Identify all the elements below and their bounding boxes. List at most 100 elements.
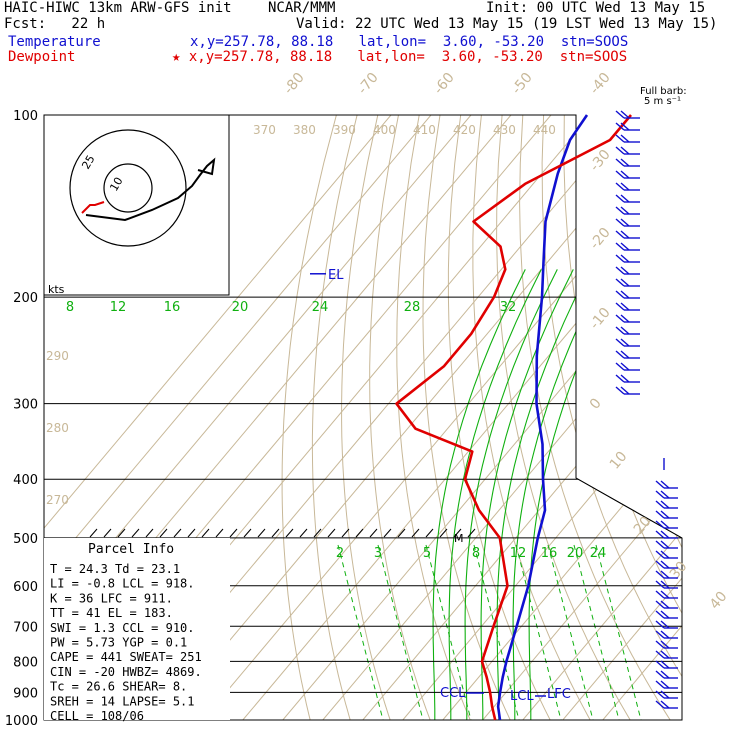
wind-barb-flag: [655, 600, 665, 609]
wind-barbs: [615, 110, 678, 709]
wind-barb-flag: [660, 580, 670, 589]
parcel-info-row: Tc = 26.6 SHEAR= 8.: [50, 680, 187, 694]
wind-barb-flag: [660, 610, 670, 619]
hodograph-ring-label: 10: [107, 175, 125, 194]
dry-adiabat-line: [472, 115, 591, 720]
moist-adiabat-label: 28: [404, 300, 421, 315]
wind-barb-flag: [620, 122, 630, 131]
isotherm-label: -70: [355, 70, 382, 98]
hodograph: 25 10 kts: [43, 114, 230, 296]
hatch-mark: [257, 528, 266, 538]
hatch-mark: [355, 528, 364, 538]
wind-barb-flag: [620, 170, 630, 179]
theta-label: 430: [493, 123, 516, 137]
wind-barb-flag: [615, 278, 625, 287]
theta-label: 420: [453, 123, 476, 137]
parcel-info-row: PW = 5.73 YGP = 0.1: [50, 636, 187, 650]
hatch-mark: [439, 528, 448, 538]
wind-barb-flag: [655, 480, 665, 489]
wind-barb-flag: [615, 242, 625, 251]
parcel-info-row: CAPE = 441 SWEAT= 251: [50, 650, 202, 664]
wind-barb-flag: [655, 580, 665, 589]
wind-barb-flag: [660, 530, 670, 539]
parcel-info-box: Parcel Info T = 24.3 Td = 23.1LI = -0.8 …: [44, 538, 230, 723]
center-label: NCAR/MMM: [268, 0, 336, 16]
barb-legend-units: 5 m s⁻¹: [644, 96, 681, 107]
wind-barb-flag: [615, 230, 625, 239]
hatch-mark: [271, 528, 280, 538]
moist-adiabat-label: 16: [164, 300, 181, 315]
mixing-ratio-group: [337, 544, 642, 720]
hodograph-ring-label: 25: [79, 153, 97, 172]
wind-barb-flag: [615, 326, 625, 335]
wind-barb-flag: [615, 122, 625, 131]
hatch-mark: [467, 528, 476, 538]
wind-barb-flag: [660, 670, 670, 679]
isotherm-line: [322, 115, 682, 720]
wind-barb-flag: [620, 362, 630, 371]
wind-barb-flag: [660, 560, 670, 569]
hodograph-trace: [85, 157, 216, 222]
hatch-mark: [201, 528, 210, 538]
forecast-hour: Fcst: 22 h: [4, 16, 106, 32]
wind-barb-flag: [655, 610, 665, 619]
wind-barb-flag: [615, 110, 625, 119]
isotherm-line: [44, 115, 392, 720]
init-time: Init: 00 UTC Wed 13 May 15: [486, 0, 706, 16]
hatch-mark: [425, 528, 434, 538]
wind-barb-flag: [660, 490, 670, 499]
dewpoint-location: ★ x,y=257.78, 88.18 lat,lon= 3.60, -53.2…: [172, 49, 628, 65]
dry-adiabat-line: [341, 115, 391, 720]
dry-adiabat-line: [625, 115, 682, 720]
dry-adiabat-line: [541, 115, 682, 720]
wind-barb-flag: [620, 374, 630, 383]
hatch-mark: [411, 528, 420, 538]
wind-barb-flag: [620, 158, 630, 167]
wind-barb-flag: [620, 218, 630, 227]
wind-barb-flag: [615, 350, 625, 359]
wind-barb-flag: [615, 338, 625, 347]
wind-barb-flag: [620, 242, 630, 251]
wind-barb-flag: [615, 386, 625, 395]
wind-barb-flag: [660, 520, 670, 529]
wind-barb-flag: [620, 386, 630, 395]
hatch-mark: [187, 528, 196, 538]
parcel-info-row: TT = 41 EL = 183.: [50, 606, 173, 620]
hodograph-ring-inner: [103, 163, 153, 213]
dry-adiabat-line: [646, 115, 682, 720]
theta-label: 440: [533, 123, 556, 137]
el-label: EL: [328, 268, 344, 283]
dry-adiabat-line: [369, 115, 431, 720]
hatch-mark: [243, 528, 252, 538]
hodograph-frame: [43, 114, 230, 296]
dry-adiabat-line: [396, 115, 471, 720]
moist-adiabat-line: [464, 269, 558, 720]
pressure-tick-label: 700: [13, 620, 38, 635]
wind-barb-flag: [620, 134, 630, 143]
wind-barb-flag: [655, 510, 665, 519]
pressure-tick-label: 300: [13, 398, 38, 413]
wind-barb-flag: [620, 314, 630, 323]
isotherm-label: 20: [631, 514, 655, 538]
dry-adiabat-line: [730, 115, 740, 720]
ccl-label: CCL: [440, 686, 466, 701]
pressure-tick-label: 400: [13, 473, 38, 488]
barb-legend-title: Full barb:: [640, 86, 687, 97]
dry-adiabat-line: [563, 115, 682, 720]
isotherm-label: 10: [607, 449, 631, 473]
parcel-info-row: LI = -0.8 LCL = 918.: [50, 577, 195, 591]
theta-label: 270: [46, 493, 69, 507]
wind-barb-flag: [655, 700, 665, 709]
wind-barb-flag: [620, 206, 630, 215]
isotherm-label: -10: [587, 305, 614, 333]
wind-barb-flag: [655, 500, 665, 509]
moist-adiabat-label: 32: [500, 300, 517, 315]
wind-barb-flag: [615, 362, 625, 371]
isotherm-label: 30: [667, 559, 691, 583]
mixing-ratio-line: [473, 544, 520, 720]
hatch-mark: [341, 528, 350, 538]
pressure-tick-label: 1000: [5, 714, 38, 729]
wind-barb-flag: [655, 540, 665, 549]
wind-barb-flag: [655, 660, 665, 669]
